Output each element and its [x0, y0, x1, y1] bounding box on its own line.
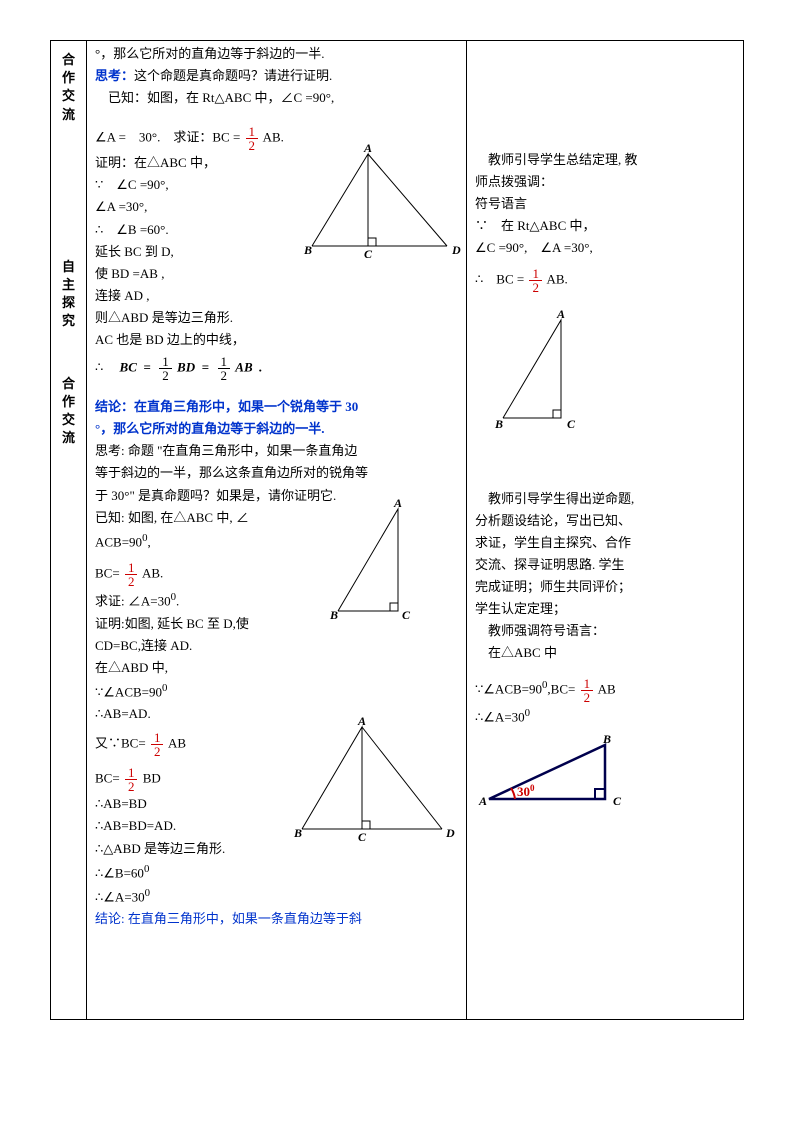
note-line: 在△ABC 中	[475, 642, 735, 664]
text-line: 思考: 命题 "在直角三角形中，如果一条直角边	[95, 440, 458, 462]
triangle-abc-diagram: A B C	[328, 503, 428, 630]
note-line: 教师引导学生得出逆命题,	[475, 488, 735, 510]
text-line: AC 也是 BD 边上的中线，	[95, 329, 458, 351]
text-line: 则△ABD 是等边三角形.	[95, 307, 458, 329]
svg-text:A: A	[357, 714, 366, 728]
text-line: ∵∠ACB=900	[95, 679, 458, 703]
svg-text:C: C	[364, 247, 373, 261]
conclusion-1b: °，那么它所对的直角边等于斜边的一半.	[95, 418, 458, 440]
text-line: ∴∠A=300	[95, 884, 458, 908]
conclusion-1: 结论：在直角三角形中，如果一个锐角等于 30	[95, 396, 458, 418]
svg-text:B: B	[303, 243, 312, 257]
note-line: ∠C =90°, ∠A =30°,	[475, 237, 735, 259]
svg-text:C: C	[402, 608, 411, 622]
svg-text:B: B	[293, 826, 302, 840]
triangle-30-diagram: 300 A B C	[475, 735, 735, 820]
text-line: 等于斜边的一半，那么这条直角边所对的锐角等	[95, 462, 458, 484]
label-column: 合 作 交 流 自 主 探 究 合 作 交 流	[51, 41, 87, 1019]
text-line: 已知：如图，在 Rt△ABC 中，∠C =90°,	[95, 87, 458, 109]
svg-text:C: C	[567, 417, 576, 431]
note-equation: ∴ BC = 12 AB.	[475, 267, 735, 294]
notes-column: 教师引导学生总结定理, 教 师点拨强调： 符号语言 ∵ 在 Rt△ABC 中， …	[467, 41, 743, 1019]
label-group-2: 自 主 探 究	[51, 256, 86, 333]
text-line: 在△ABD 中,	[95, 657, 458, 679]
think-line: 思考：这个命题是真命题吗？请进行证明.	[95, 65, 458, 87]
svg-text:D: D	[445, 826, 455, 840]
note-line: 求证，学生自主探究、合作	[475, 532, 735, 554]
svg-text:B: B	[602, 732, 611, 746]
triangle-abd-diagram-2: A B C D	[282, 721, 462, 853]
svg-text:D: D	[451, 243, 461, 257]
equation-line: ∴ BC = 12 BD = 12 AB .	[95, 355, 458, 382]
svg-text:A: A	[393, 496, 402, 510]
note-line: 符号语言	[475, 193, 735, 215]
text-line: 连接 AD ,	[95, 285, 458, 307]
note-line: ∴∠A=300	[475, 704, 735, 728]
triangle-abd-diagram: A B C D	[292, 146, 462, 273]
svg-text:A: A	[556, 307, 565, 321]
note-line: 交流、探寻证明思路. 学生	[475, 554, 735, 576]
svg-text:C: C	[613, 794, 622, 808]
text-line: CD=BC,连接 AD.	[95, 635, 458, 657]
main-column: °，那么它所对的直角边等于斜边的一半. 思考：这个命题是真命题吗？请进行证明. …	[87, 41, 467, 1019]
note-line: 教师引导学生总结定理, 教	[475, 149, 735, 171]
svg-text:300: 300	[517, 783, 535, 799]
note-line: ∵ 在 Rt△ABC 中，	[475, 215, 735, 237]
text-line: °，那么它所对的直角边等于斜边的一半.	[95, 43, 458, 65]
note-line: 教师强调符号语言：	[475, 620, 735, 642]
svg-text:B: B	[329, 608, 338, 622]
svg-text:C: C	[358, 830, 367, 844]
note-line: 学生认定定理；	[475, 598, 735, 620]
conclusion-2: 结论: 在直角三角形中，如果一条直角边等于斜	[95, 908, 458, 930]
note-line: 师点拨强调：	[475, 171, 735, 193]
svg-text:A: A	[363, 141, 372, 155]
text-line: ∴∠B=600	[95, 860, 458, 884]
page-frame: 合 作 交 流 自 主 探 究 合 作 交 流 °，那么它所对的直角边等于斜边的…	[50, 40, 744, 1020]
note-equation: ∵∠ACB=900,BC= 12 AB	[475, 676, 735, 704]
label-group-3: 合 作 交 流	[51, 373, 86, 450]
svg-text:A: A	[478, 794, 487, 808]
label-group-1: 合 作 交 流	[51, 49, 86, 126]
svg-text:B: B	[494, 417, 503, 431]
triangle-abc-small: A B C	[475, 312, 735, 439]
note-line: 完成证明；师生共同评价；	[475, 576, 735, 598]
note-line: 分析题设结论，写出已知、	[475, 510, 735, 532]
